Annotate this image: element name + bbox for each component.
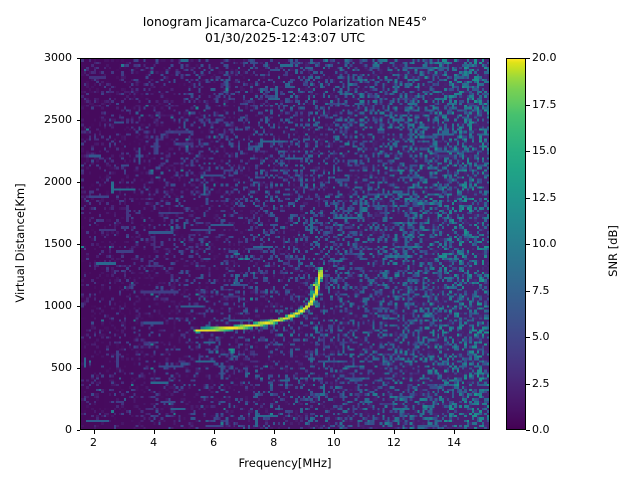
- x-tick-label: 4: [150, 436, 158, 449]
- colorbar-tick-label: 0.0: [532, 423, 550, 436]
- x-tick-mark: [93, 430, 95, 434]
- y-tick-mark: [76, 306, 80, 307]
- colorbar-label: SNR [dB]: [606, 225, 620, 277]
- colorbar-tick-label: 7.5: [532, 283, 550, 297]
- colorbar-tick-mark: [526, 151, 530, 152]
- x-tick-mark: [393, 430, 395, 434]
- y-tick-label: 0: [65, 423, 72, 436]
- y-tick-mark: [76, 58, 80, 59]
- ionogram-heatmap-canvas: [81, 59, 489, 429]
- y-tick-mark: [76, 244, 80, 245]
- colorbar-tick-label: 2.5: [532, 376, 550, 390]
- x-tick-mark: [213, 430, 215, 434]
- x-tick-mark: [453, 430, 455, 434]
- y-tick-label: 1500: [44, 237, 72, 250]
- y-tick-mark: [76, 182, 80, 183]
- x-tick-label: 8: [270, 436, 278, 449]
- y-tick-mark: [76, 430, 80, 431]
- y-tick-label: 500: [51, 361, 72, 374]
- colorbar-tick-mark: [526, 58, 530, 59]
- colorbar-gradient: [506, 58, 526, 430]
- colorbar-tick-label: 15.0: [532, 144, 557, 157]
- colorbar-tick-label: 17.5: [532, 97, 557, 111]
- x-tick-label: 6: [210, 436, 218, 449]
- x-tick-mark: [333, 430, 335, 434]
- colorbar-tick-mark: [526, 337, 530, 338]
- y-tick-label: 3000: [44, 51, 72, 64]
- x-tick-label: 12: [386, 436, 401, 449]
- x-tick-label: 14: [446, 436, 461, 449]
- x-tick-label: 10: [326, 436, 341, 449]
- y-tick-label: 1000: [44, 299, 72, 312]
- x-tick-mark: [153, 430, 155, 434]
- colorbar-tick-mark: [526, 290, 530, 292]
- colorbar-tick-mark: [526, 383, 530, 385]
- colorbar-tick-mark: [526, 244, 530, 245]
- colorbar-tick-mark: [526, 430, 530, 431]
- y-tick-label: 2500: [44, 113, 72, 126]
- colorbar-tick-label: 20.0: [532, 51, 557, 64]
- x-tick-mark: [273, 430, 275, 434]
- x-tick-label: 2: [90, 436, 98, 449]
- y-tick-label: 2000: [44, 175, 72, 188]
- colorbar-tick-mark: [526, 197, 530, 199]
- colorbar-tick-label: 5.0: [532, 330, 550, 343]
- colorbar-tick-label: 12.5: [532, 190, 557, 204]
- y-tick-mark: [76, 368, 80, 369]
- colorbar-tick-label: 10.0: [532, 237, 557, 250]
- y-tick-mark: [76, 120, 80, 121]
- colorbar-tick-mark: [526, 104, 530, 106]
- chart-title: Ionogram Jicamarca-Cuzco Polarization NE…: [142, 14, 428, 45]
- x-axis-label: Frequency[MHz]: [238, 456, 332, 470]
- plot-area: [80, 58, 490, 430]
